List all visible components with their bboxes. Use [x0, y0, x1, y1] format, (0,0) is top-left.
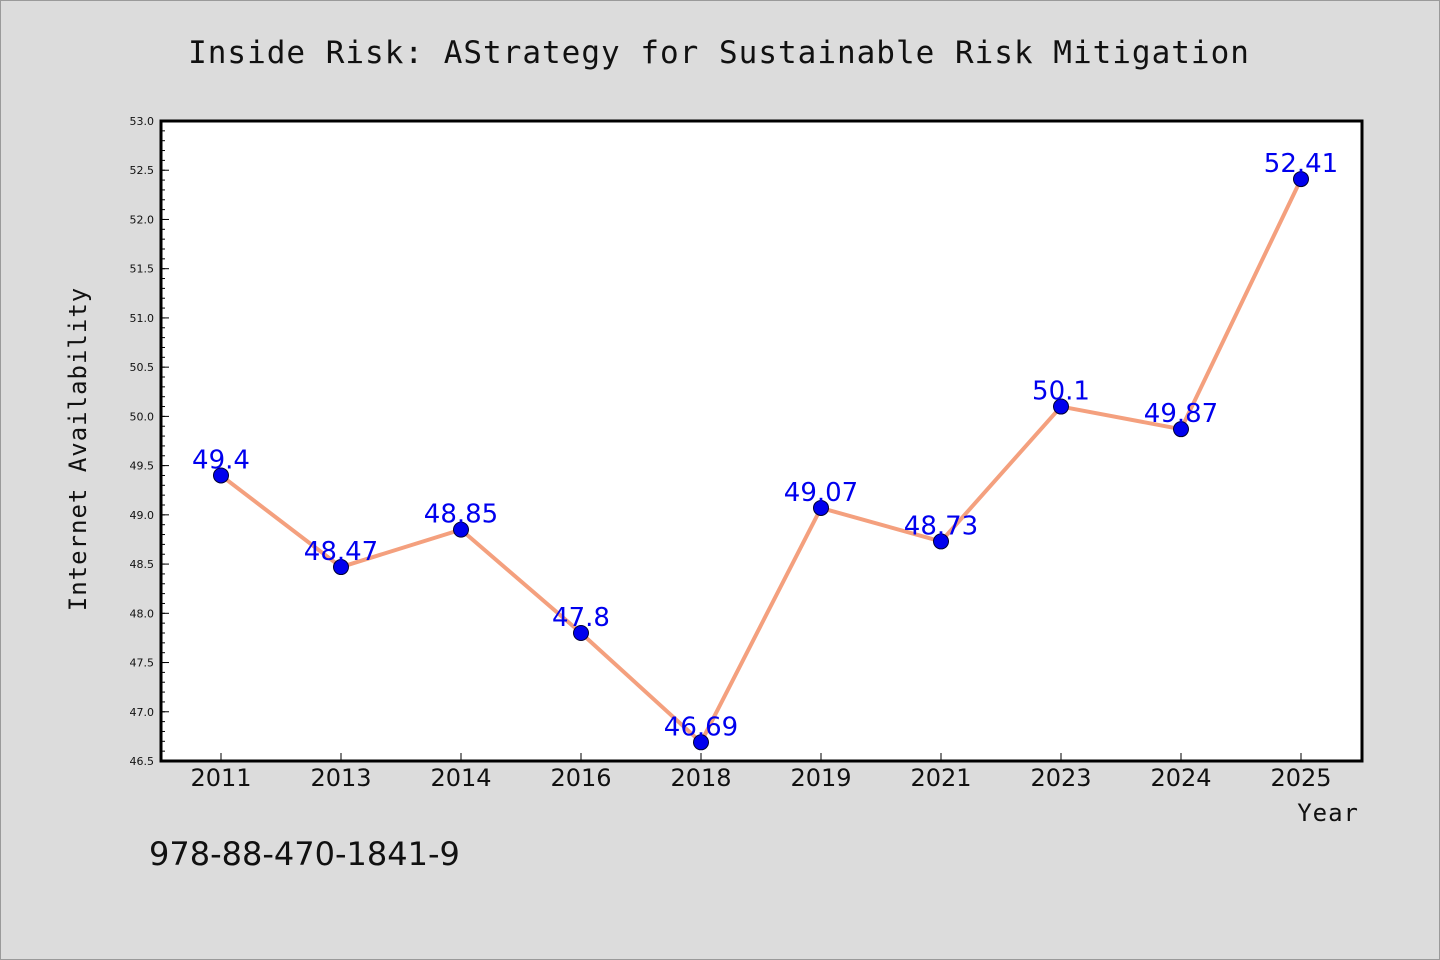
x-tick-label: 2018 — [670, 764, 731, 792]
x-tick-label: 2021 — [910, 764, 971, 792]
data-label: 46.69 — [664, 712, 738, 742]
y-tick-label: 52.0 — [130, 213, 155, 226]
y-tick-label: 51.5 — [130, 263, 155, 276]
data-labels: 49.4 48.47 48.85 47.8 46.69 49.07 48.73 50.1 49.… — [192, 149, 1338, 742]
data-point — [1053, 398, 1069, 415]
data-label: 48.85 — [424, 500, 498, 530]
y-tick-label: 46.5 — [130, 755, 155, 768]
plot-area — [161, 121, 1362, 761]
data-label: 49.87 — [1144, 399, 1218, 429]
x-tick-label: 2023 — [1030, 764, 1091, 792]
data-point — [213, 467, 229, 484]
x-tick-label: 2011 — [190, 764, 251, 792]
data-point — [1293, 171, 1309, 188]
y-tick-label: 49.5 — [130, 460, 155, 473]
data-label: 49.07 — [784, 478, 858, 508]
data-point — [573, 625, 589, 641]
data-label: 48.73 — [904, 511, 978, 541]
data-label: 50.1 — [1032, 377, 1090, 407]
data-point — [333, 559, 349, 576]
data-label: 48.47 — [304, 537, 378, 567]
data-label: 52.41 — [1264, 149, 1338, 179]
x-tick-label: 2016 — [550, 764, 611, 792]
y-tick-label: 49.0 — [130, 509, 155, 522]
y-tick-label: 47.0 — [130, 706, 155, 719]
data-label: 47.8 — [552, 603, 610, 633]
data-label: 49.4 — [192, 445, 250, 475]
y-tick-label: 53.0 — [130, 115, 155, 128]
x-tick-label: 2013 — [310, 764, 371, 792]
data-point — [693, 734, 709, 751]
series-line — [219, 177, 1303, 745]
y-tick-label: 50.0 — [130, 410, 155, 423]
data-point — [933, 533, 949, 550]
y-tick-label: 51.0 — [130, 312, 155, 325]
data-point — [813, 499, 829, 516]
plot-border — [159, 119, 1364, 763]
y-tick-label: 47.5 — [130, 657, 155, 670]
y-tick-label: 50.5 — [130, 361, 155, 374]
data-series — [213, 171, 1309, 751]
data-point — [453, 521, 469, 538]
data-point — [1173, 421, 1189, 438]
x-axis: 2011 2013 2014 2016 2018 2019 2021 2023 2024 2025 — [190, 753, 1332, 792]
x-tick-label: 2024 — [1150, 764, 1211, 792]
x-axis-title: Year — [1297, 799, 1359, 827]
x-tick-label: 2019 — [790, 764, 851, 792]
y-tick-label: 52.5 — [130, 164, 155, 177]
y-axis: 46.5 47.0 47.5 48.0 48.5 49.0 49.5 50.0 50.5 51.0… — [130, 115, 169, 768]
y-tick-label: 48.0 — [130, 607, 155, 620]
x-tick-label: 2025 — [1270, 764, 1331, 792]
x-tick-label: 2014 — [430, 764, 491, 792]
y-tick-label: 48.5 — [130, 558, 155, 571]
isbn-footer: 978-88-470-1841-9 — [149, 835, 460, 873]
y-axis-title: Internet Availability — [64, 287, 92, 611]
chart-title: Inside Risk: AStrategy for Sustainable R… — [188, 35, 1250, 71]
